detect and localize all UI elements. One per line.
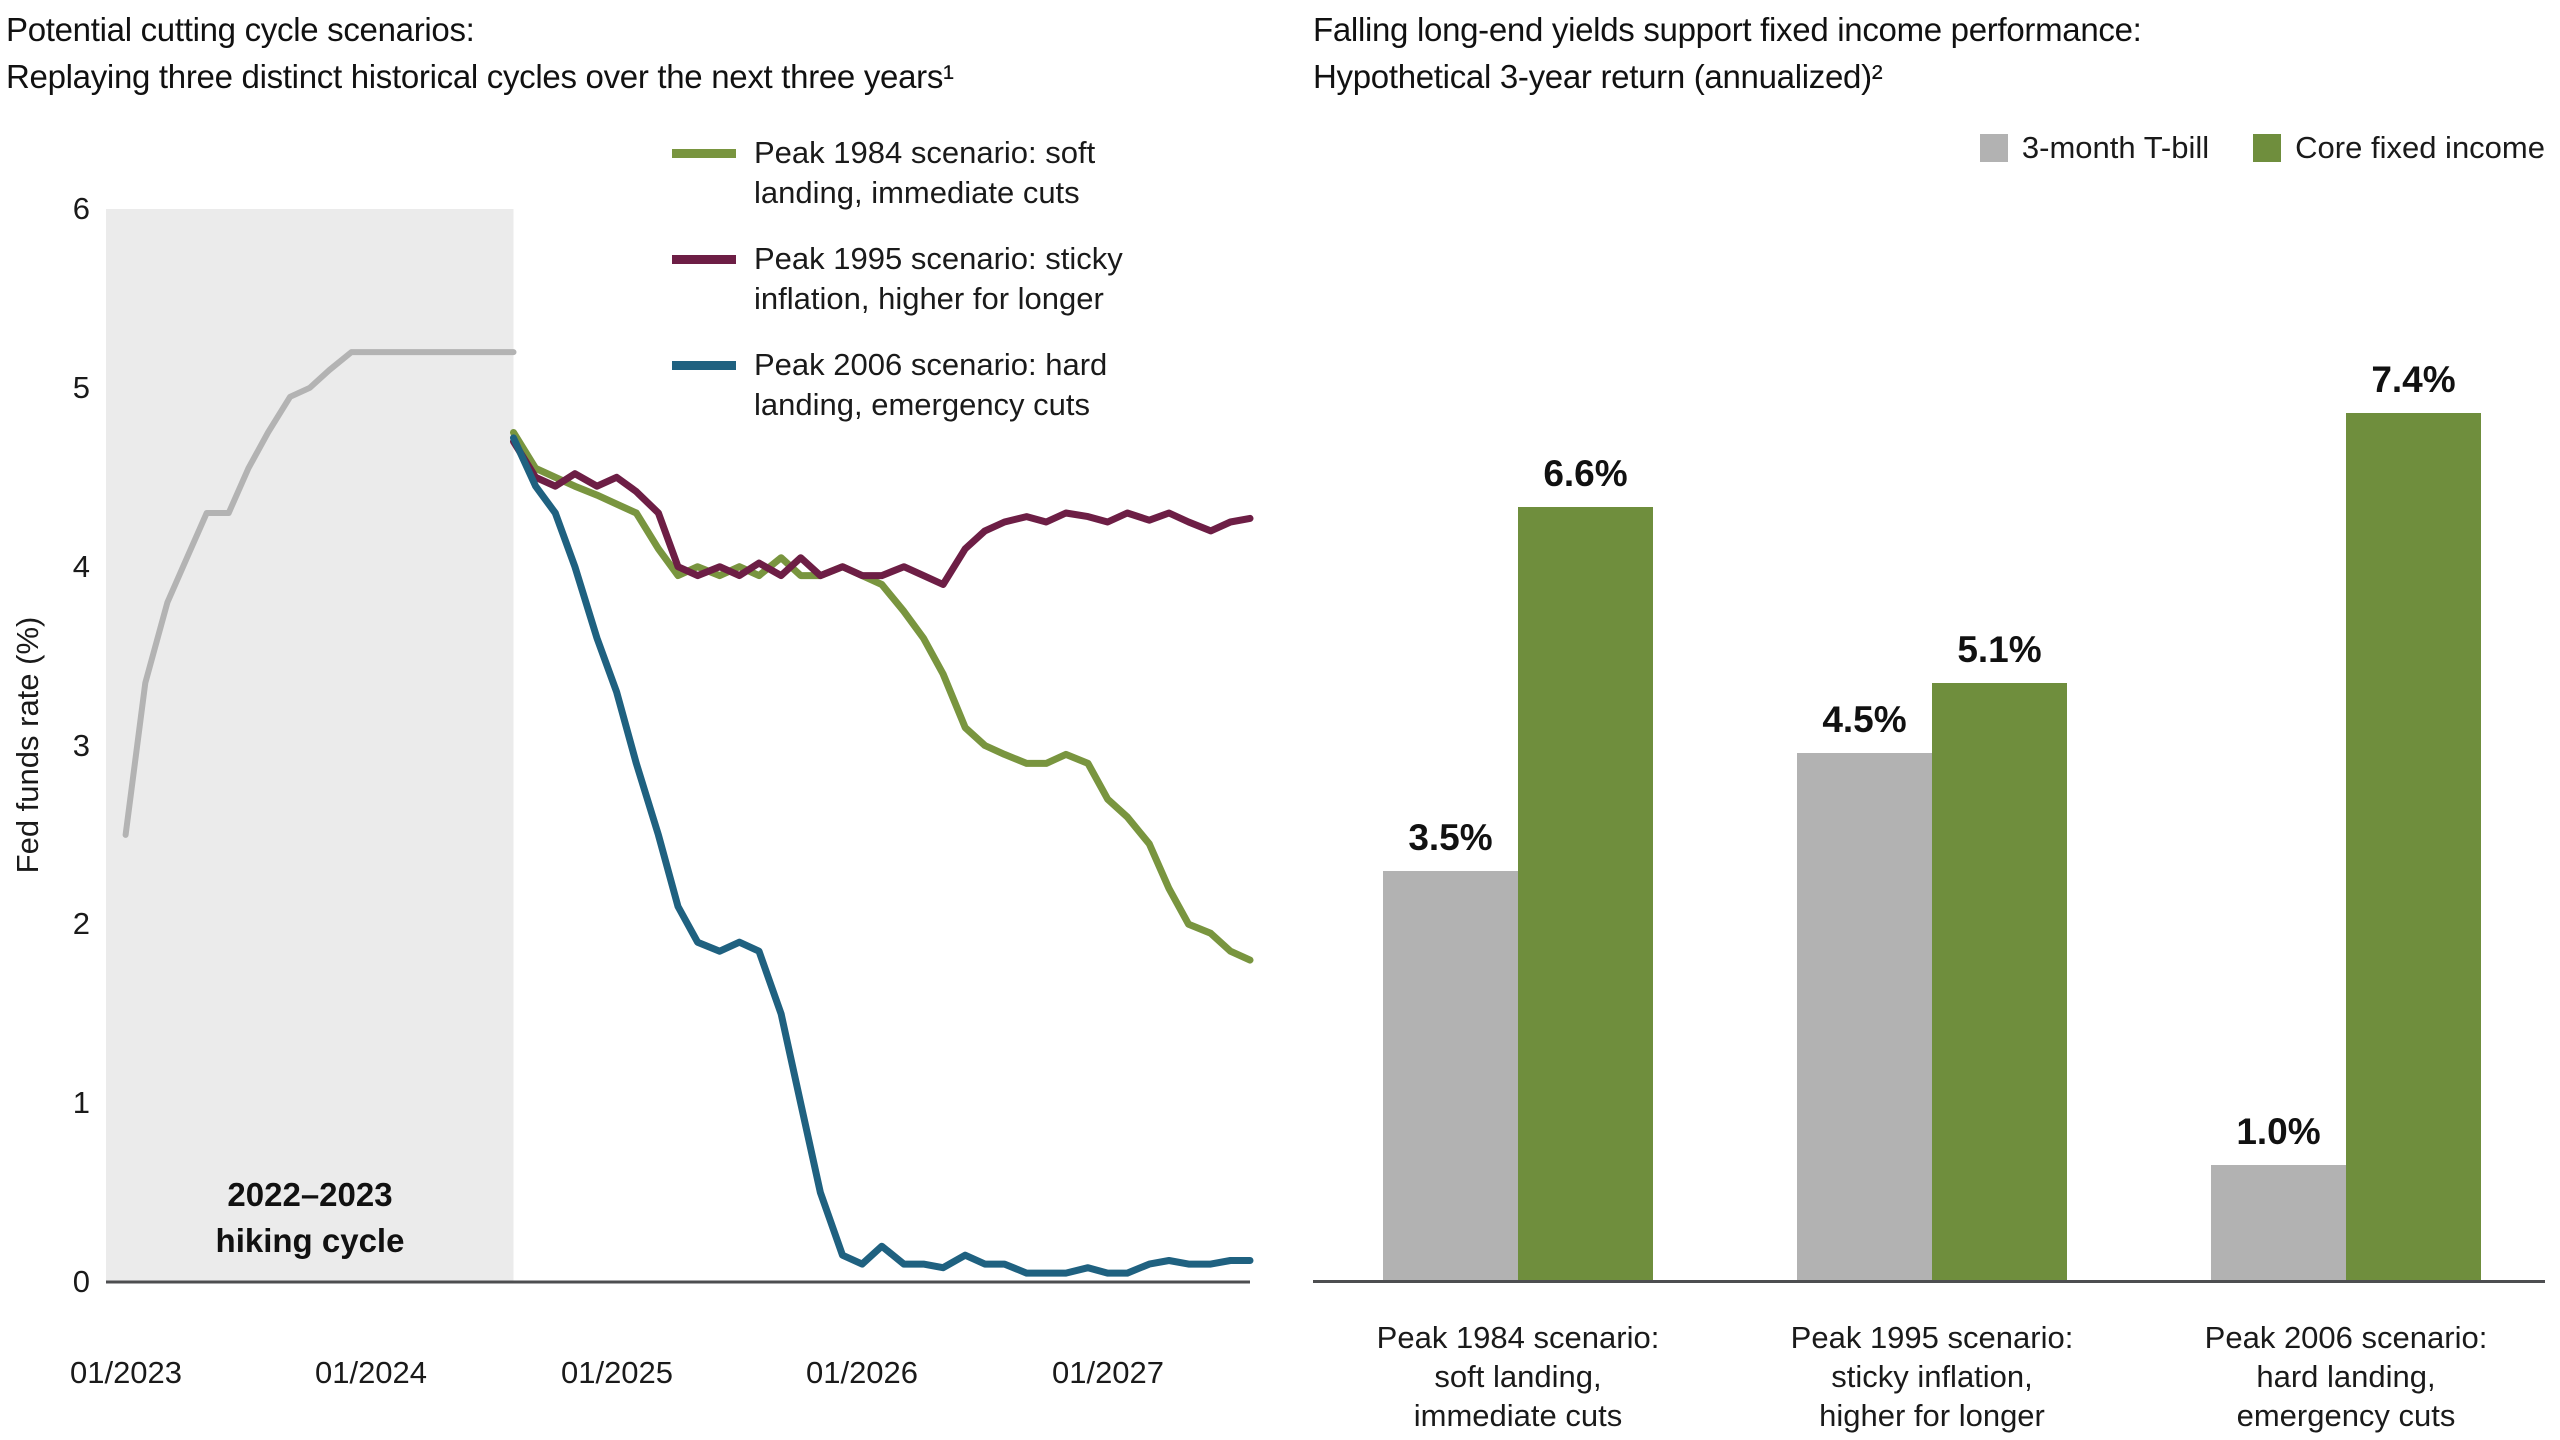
x-tick-label: 01/2026 (805, 1355, 919, 1390)
y-tick-label: 3 (72, 727, 90, 763)
legend-item-core-fixed-income: Core fixed income (2253, 130, 2545, 166)
t-bill-bar (2211, 1165, 2346, 1283)
y-tick-label: 1 (72, 1085, 90, 1121)
t-bill-value-label: 4.5% (1822, 699, 1907, 740)
bar-chart-baseline (1313, 1280, 2545, 1283)
y-tick-label: 5 (72, 369, 90, 405)
t-bill-bar (1383, 871, 1518, 1282)
bar-chart-title-line2: Hypothetical 3-year return (annualized)² (1313, 58, 1883, 95)
hiking-cycle-shaded-region (106, 209, 514, 1282)
y-tick-label: 0 (72, 1264, 90, 1299)
legend-label-peak-1984: Peak 1984 scenario: soft landing, immedi… (754, 135, 1096, 210)
hiking-cycle-region-label: 2022–2023 hiking cycle (160, 1172, 460, 1264)
core-fixed-income-value-label: 5.1% (1957, 629, 2042, 670)
legend-item-peak-2006: Peak 2006 scenario: hard landing, emerge… (672, 345, 1174, 425)
peak-1984-line-swatch (672, 149, 736, 158)
t-bill-swatch (1979, 134, 2008, 162)
line-chart-title-line1: Potential cutting cycle scenarios: (6, 11, 475, 48)
x-tick-label: 01/2023 (69, 1355, 183, 1390)
core-fixed-income-bar (1932, 683, 2067, 1282)
y-tick-label: 6 (72, 191, 90, 226)
core-fixed-income-value-label: 7.4% (2371, 359, 2456, 400)
core-fixed-income-bar (1518, 507, 1653, 1283)
y-tick-label: 2 (72, 906, 90, 942)
bar-chart-title: Falling long-end yields support fixed in… (1313, 6, 2142, 100)
line-chart-title: Potential cutting cycle scenarios: Repla… (6, 6, 954, 100)
legend-label-core-fixed-income: Core fixed income (2295, 130, 2545, 165)
hiking-cycle-region-label-line2: hiking cycle (215, 1222, 405, 1259)
bar-chart-legend: 3-month T-bill Core fixed income (1979, 130, 2545, 166)
hiking-cycle-region-label-line1: 2022–2023 (227, 1176, 393, 1213)
legend-item-peak-1984: Peak 1984 scenario: soft landing, immedi… (672, 133, 1174, 213)
t-bill-value-label: 1.0% (2236, 1111, 2321, 1152)
line-chart-title-line2: Replaying three distinct historical cycl… (6, 58, 954, 95)
line-chart-legend: Peak 1984 scenario: soft landing, immedi… (672, 133, 1174, 451)
core-fixed-income-swatch (2253, 134, 2282, 162)
legend-item-peak-1995: Peak 1995 scenario: sticky inflation, hi… (672, 239, 1174, 319)
core-fixed-income-value-label: 6.6% (1543, 453, 1628, 494)
peak-1984-line (510, 429, 1254, 964)
x-tick-label: 01/2024 (314, 1355, 428, 1390)
legend-label-peak-1995: Peak 1995 scenario: sticky inflation, hi… (754, 241, 1123, 316)
legend-label-peak-2006: Peak 2006 scenario: hard landing, emerge… (754, 347, 1108, 422)
historical-line (122, 349, 517, 838)
peak-1995-line (510, 438, 1254, 588)
x-tick-label: 01/2025 (560, 1355, 674, 1390)
x-tick-label: 01/2027 (1051, 1355, 1165, 1390)
t-bill-value-label: 3.5% (1408, 817, 1493, 858)
core-fixed-income-bar (2346, 413, 2481, 1283)
y-tick-label: 4 (72, 548, 90, 584)
peak-2006-line-swatch (672, 361, 736, 370)
legend-label-t-bill: 3-month T-bill (2021, 130, 2210, 165)
bar-chart-title-line1: Falling long-end yields support fixed in… (1313, 11, 2142, 48)
bar-category-label: Peak 2006 scenario: hard landing, emerge… (2204, 1320, 2488, 1433)
peak-2006-line (510, 434, 1254, 1277)
t-bill-bar (1797, 753, 1932, 1282)
bar-category-label: Peak 1995 scenario: sticky inflation, hi… (1790, 1320, 2074, 1433)
legend-item-t-bill: 3-month T-bill (1979, 130, 2210, 166)
peak-1995-line-swatch (672, 255, 736, 264)
bar-category-label: Peak 1984 scenario: soft landing, immedi… (1376, 1320, 1660, 1433)
